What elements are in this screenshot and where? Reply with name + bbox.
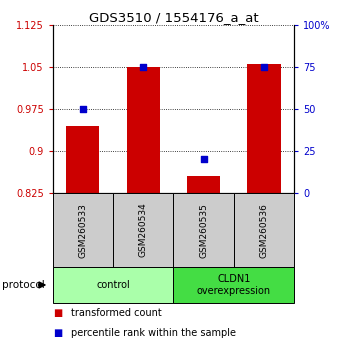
Text: protocol: protocol: [2, 280, 45, 290]
Title: GDS3510 / 1554176_a_at: GDS3510 / 1554176_a_at: [89, 11, 258, 24]
Point: [201, 156, 206, 162]
Text: GSM260536: GSM260536: [259, 202, 268, 258]
Text: ■: ■: [53, 308, 62, 318]
Point: [261, 64, 267, 70]
Text: GSM260534: GSM260534: [139, 203, 148, 257]
Bar: [187, 176, 220, 193]
Text: ■: ■: [53, 328, 62, 338]
Text: percentile rank within the sample: percentile rank within the sample: [71, 328, 236, 338]
Text: GSM260535: GSM260535: [199, 202, 208, 258]
Point: [140, 64, 146, 70]
Text: GSM260533: GSM260533: [79, 202, 87, 258]
Bar: [66, 126, 100, 193]
Point: [80, 106, 86, 112]
Bar: [126, 67, 160, 193]
Text: control: control: [96, 280, 130, 290]
Text: CLDN1
overexpression: CLDN1 overexpression: [197, 274, 271, 296]
Text: transformed count: transformed count: [71, 308, 162, 318]
Bar: [247, 64, 280, 193]
